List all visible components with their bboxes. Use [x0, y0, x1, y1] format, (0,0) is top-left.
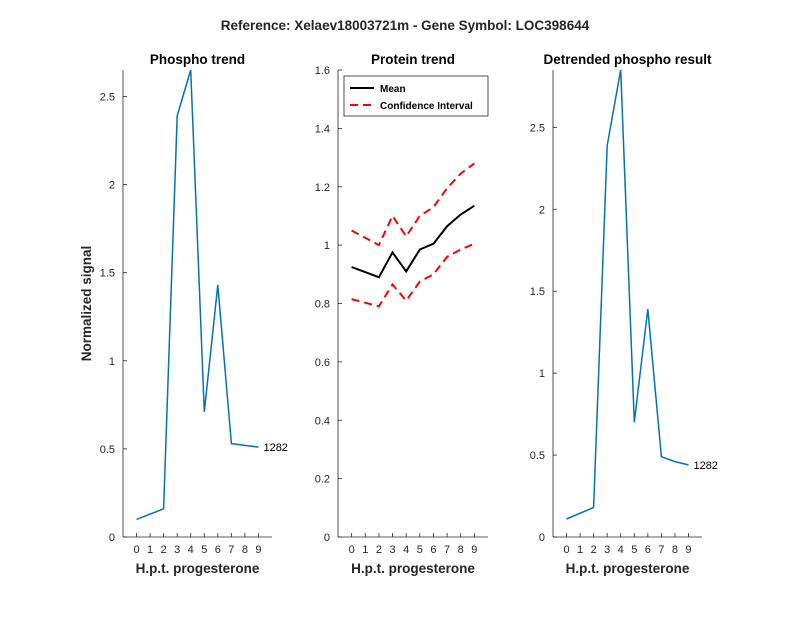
protein-y-tick-label: 1 [324, 240, 330, 252]
phospho-series-0 [136, 69, 259, 521]
detrended-x-tick-label: 1 [577, 544, 583, 556]
protein-y-tick-label: 1.4 [315, 123, 330, 135]
detrended-y-tick-label: 1 [539, 368, 545, 380]
phospho-end-annotation: 1282 [263, 442, 287, 454]
detrended-y-tick-label: 1.5 [530, 286, 545, 298]
legend-label-mean: Mean [380, 84, 406, 95]
protein-x-tick-label: 7 [444, 544, 450, 556]
detrended-x-tick-label: 5 [631, 544, 637, 556]
protein-x-tick-label: 0 [349, 544, 355, 556]
phospho-x-tick-label: 4 [188, 544, 194, 556]
protein-x-label: H.p.t. progesterone [351, 561, 475, 576]
protein-x-tick-label: 9 [471, 544, 477, 556]
detrended-y-tick-label: 0.5 [530, 450, 545, 462]
detrended-x-tick-label: 3 [604, 544, 610, 556]
phospho-y-tick-label: 1 [109, 356, 115, 368]
detrended-x-tick-label: 2 [591, 544, 597, 556]
phospho-x-tick-label: 0 [133, 544, 139, 556]
protein-legend: Mean Confidence Interval [343, 75, 489, 117]
phospho-x-tick-label: 2 [161, 544, 167, 556]
detrended-y-tick-label: 0 [539, 532, 545, 544]
phospho-y-tick-label: 0.5 [100, 444, 115, 456]
phospho-y-tick-label: 0 [109, 532, 115, 544]
phospho-x-tick-label: 5 [201, 544, 207, 556]
phospho-y-tick-label: 2 [109, 180, 115, 192]
protein-title: Protein trend [371, 52, 455, 67]
legend-label-confidence-interval: Confidence Interval [380, 101, 473, 112]
legend-box [343, 75, 489, 117]
phospho-x-tick-label: 7 [228, 544, 234, 556]
protein-x-tick-label: 8 [458, 544, 464, 556]
protein-y-tick-label: 0.4 [315, 415, 330, 427]
detrended-series-0 [566, 69, 689, 520]
detrended-y-tick-label: 2 [539, 204, 545, 216]
detrended-x-label: H.p.t. progesterone [566, 561, 690, 576]
detrended-x-tick-label: 0 [563, 544, 569, 556]
figure-title: Reference: Xelaev18003721m - Gene Symbol… [221, 18, 590, 33]
protein-series-confidence-interval [351, 162, 475, 247]
protein-y-tick-label: 0.2 [315, 474, 330, 486]
phospho-x-label: H.p.t. progesterone [136, 561, 260, 576]
detrended-x-tick-label: 8 [672, 544, 678, 556]
protein-x-tick-label: 6 [430, 544, 436, 556]
phospho-x-tick-label: 3 [174, 544, 180, 556]
protein-x-tick-label: 3 [389, 544, 395, 556]
protein-y-tick-label: 1.2 [315, 182, 330, 194]
detrended-x-tick-label: 9 [685, 544, 691, 556]
phospho-y-tick-label: 2.5 [100, 91, 115, 103]
detrended-x-tick-label: 7 [658, 544, 664, 556]
phospho-y-tick-label: 1.5 [100, 268, 115, 280]
detrended-y-tick-label: 2.5 [530, 122, 545, 134]
phospho-x-tick-label: 9 [255, 544, 261, 556]
protein-x-tick-label: 5 [417, 544, 423, 556]
protein-y-tick-label: 1.6 [315, 65, 330, 77]
phospho-title: Phospho trend [150, 52, 245, 67]
protein-x-tick-label: 4 [403, 544, 409, 556]
protein-series-mean [351, 204, 475, 279]
phospho-x-tick-label: 1 [147, 544, 153, 556]
protein-x-tick-label: 1 [362, 544, 368, 556]
protein-series-2 [351, 242, 475, 308]
phospho-x-tick-label: 6 [215, 544, 221, 556]
protein-y-tick-label: 0 [324, 532, 330, 544]
protein-y-tick-label: 0.8 [315, 299, 330, 311]
detrended-x-tick-label: 6 [645, 544, 651, 556]
phospho-y-label: Normalized signal [79, 246, 94, 362]
protein-panel: 0 1 2 3 4 5 6 7 8 900.20.40.60.811.21.41.6Protein… [315, 52, 489, 576]
protein-x-tick-label: 2 [376, 544, 382, 556]
phospho-x-tick-label: 8 [242, 544, 248, 556]
protein-y-tick-label: 0.6 [315, 357, 330, 369]
detrended-x-tick-label: 4 [618, 544, 624, 556]
detrended-end-annotation: 1282 [693, 460, 717, 472]
detrended-title: Detrended phospho result [543, 52, 712, 67]
